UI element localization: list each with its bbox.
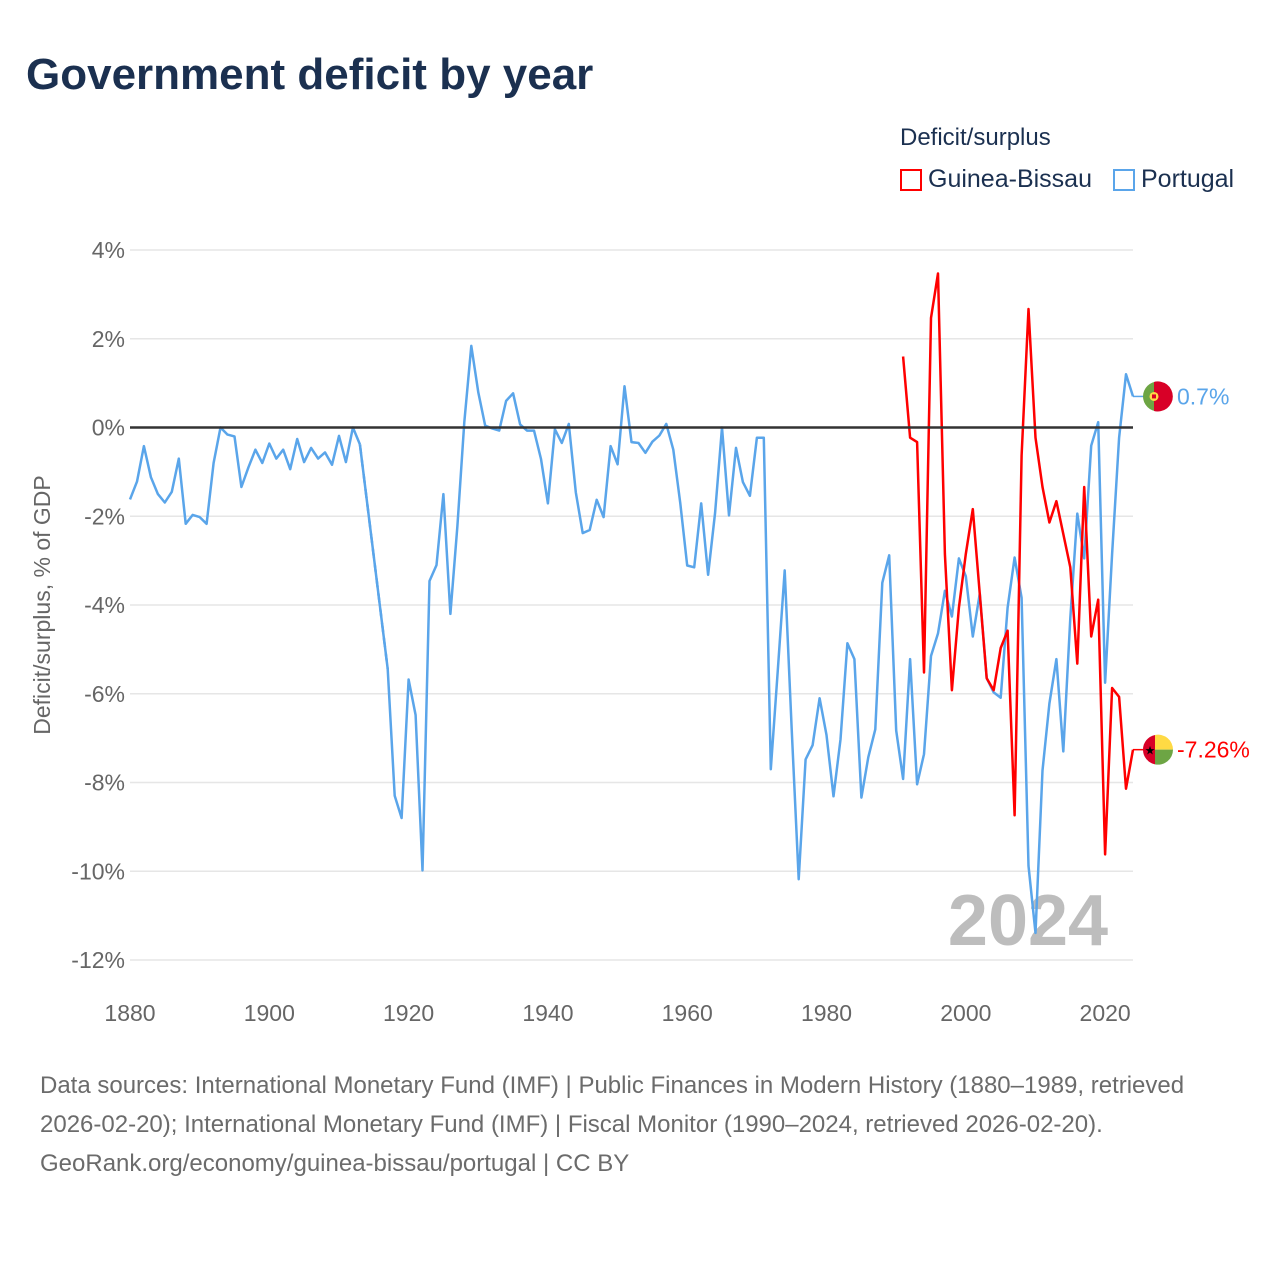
x-tick-label: 1920 xyxy=(383,1000,434,1026)
y-tick-label: 4% xyxy=(92,237,125,263)
y-tick-label: -6% xyxy=(84,681,125,707)
legend-label: Guinea-Bissau xyxy=(928,165,1092,193)
legend-swatch-portugal xyxy=(1113,168,1135,191)
footer: Data sources: International Monetary Fun… xyxy=(40,1066,1240,1183)
year-watermark: 2024 xyxy=(948,881,1108,961)
chart-title: Government deficit by year xyxy=(26,50,594,99)
legend-item-portugal[interactable]: Portugal xyxy=(1113,165,1234,194)
data-sources: Data sources: International Monetary Fun… xyxy=(40,1072,1185,1138)
x-tick-label: 1940 xyxy=(522,1000,573,1026)
legend-swatch-guinea-bissau xyxy=(900,168,922,191)
y-tick-label: 0% xyxy=(92,415,125,441)
y-tick-label: -2% xyxy=(84,503,125,529)
x-tick-label: 1880 xyxy=(104,1000,155,1026)
flag-yellow xyxy=(1155,734,1173,750)
y-axis-label: Deficit/surplus, % of GDP xyxy=(29,475,55,734)
end-value-label-portugal: 0.7% xyxy=(1177,383,1229,409)
flag-shield xyxy=(1152,394,1156,399)
legend-item-guinea-bissau[interactable]: Guinea-Bissau xyxy=(900,165,1092,194)
end-value-label-guinea-bissau: -7.26% xyxy=(1177,737,1250,763)
x-tick-label: 1900 xyxy=(244,1000,295,1026)
y-tick-label: -12% xyxy=(71,947,125,973)
x-tick-label: 2000 xyxy=(940,1000,991,1026)
flag-portugal-icon xyxy=(1143,381,1173,412)
series-line-portugal xyxy=(128,426,362,526)
series-line-portugal xyxy=(358,344,1135,935)
legend-title: Deficit/surplus xyxy=(900,124,1051,151)
flag-guinea-bissau-icon: ★ xyxy=(1142,734,1173,765)
flag-star: ★ xyxy=(1145,744,1156,758)
credit-link[interactable]: GeoRank.org/economy/guinea-bissau/portug… xyxy=(40,1150,630,1177)
legend-label: Portugal xyxy=(1141,165,1235,193)
x-tick-label: 2020 xyxy=(1080,1000,1131,1026)
flag-red xyxy=(1154,381,1173,412)
flag-red xyxy=(1142,734,1155,765)
x-tick-label: 1960 xyxy=(662,1000,713,1026)
y-tick-label: -10% xyxy=(71,858,125,884)
x-tick-label: 1980 xyxy=(801,1000,852,1026)
y-tick-label: -8% xyxy=(84,770,125,796)
y-tick-label: 2% xyxy=(92,326,125,352)
flag-green xyxy=(1155,749,1173,765)
series-line-guinea-bissau xyxy=(901,272,1135,856)
y-tick-label: -4% xyxy=(84,592,125,618)
